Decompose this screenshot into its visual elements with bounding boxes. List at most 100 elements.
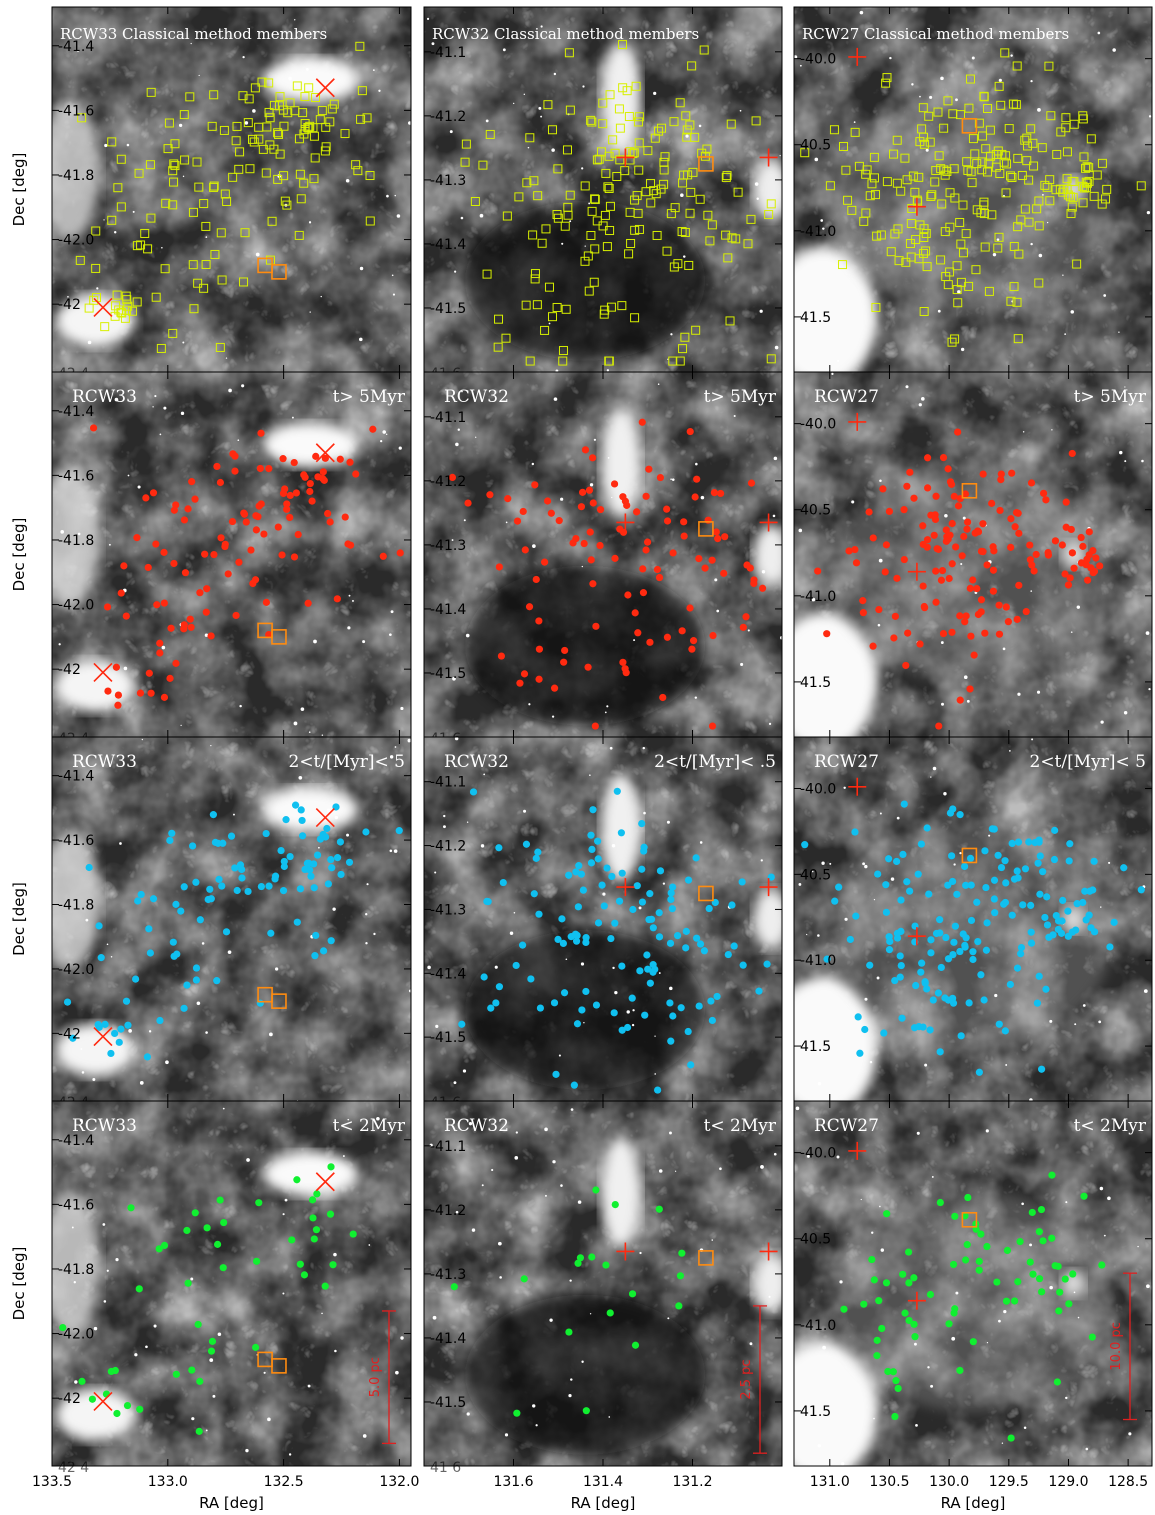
- member-dot: [717, 489, 725, 498]
- ob-star-plus-marker: [848, 777, 867, 796]
- member-square: [294, 230, 304, 240]
- field-star: [971, 56, 975, 60]
- member-dot: [859, 597, 867, 605]
- field-star: [998, 78, 1002, 82]
- field-star: [798, 883, 802, 886]
- y-tick-label: -40.0: [800, 52, 836, 68]
- member-dot: [875, 1297, 883, 1305]
- member-dot: [1085, 911, 1093, 919]
- member-square: [646, 198, 656, 208]
- field-star: [581, 565, 584, 568]
- member-dot: [870, 1276, 878, 1284]
- field-star: [768, 722, 772, 726]
- member-dot: [1110, 918, 1118, 926]
- member-dot: [191, 1209, 199, 1217]
- member-dot: [535, 617, 543, 625]
- member-square: [1007, 173, 1017, 183]
- member-dot: [823, 630, 831, 638]
- ob-star-plus-marker: [848, 1141, 867, 1160]
- y-tick-label: -41.0: [800, 953, 836, 969]
- member-dot: [207, 1347, 216, 1355]
- ob-star-plus-marker: [907, 1291, 926, 1310]
- member-dot: [932, 598, 940, 606]
- member-dot: [910, 1274, 918, 1282]
- member-dot: [851, 828, 859, 836]
- member-dot: [352, 470, 360, 478]
- field-star: [396, 214, 401, 218]
- field-star: [394, 194, 396, 197]
- member-square: [896, 186, 906, 196]
- field-star: [535, 1424, 538, 1427]
- member-dot: [891, 612, 899, 620]
- member-square: [107, 137, 117, 147]
- xray-source-square: [271, 993, 287, 1009]
- field-star: [580, 962, 585, 966]
- member-square: [1078, 111, 1088, 121]
- member-dot: [974, 937, 982, 946]
- member-dot: [896, 973, 904, 981]
- ob-star-plus-marker: [848, 412, 867, 431]
- member-square: [194, 182, 204, 192]
- member-dot: [666, 999, 674, 1007]
- member-square: [867, 179, 877, 189]
- member-dot: [1068, 549, 1076, 557]
- field-star: [916, 1131, 920, 1135]
- member-dot: [742, 613, 750, 621]
- field-star: [959, 852, 962, 855]
- member-dot: [1027, 939, 1036, 947]
- member-dot: [946, 531, 954, 539]
- member-square: [356, 114, 366, 124]
- member-dot: [142, 494, 150, 502]
- field-star: [662, 882, 666, 885]
- field-star: [568, 1394, 572, 1398]
- member-dot: [516, 679, 524, 687]
- field-star: [227, 950, 232, 955]
- member-dot: [882, 541, 891, 549]
- member-dot: [189, 842, 197, 850]
- y-tick-label: -41.5: [430, 1030, 466, 1046]
- field-star: [321, 734, 324, 736]
- field-star: [937, 309, 941, 313]
- member-dot: [469, 788, 478, 796]
- member-square: [630, 313, 640, 323]
- member-square: [751, 116, 761, 126]
- member-dot: [728, 901, 736, 909]
- member-dot: [738, 878, 746, 886]
- member-dot: [608, 872, 616, 881]
- field-star: [81, 1071, 85, 1074]
- member-square: [964, 103, 974, 113]
- member-dot: [1061, 570, 1069, 578]
- member-dot: [1001, 898, 1010, 907]
- field-star: [282, 1213, 285, 1216]
- field-star: [931, 1175, 934, 1178]
- field-star: [463, 519, 466, 522]
- field-star: [879, 812, 882, 815]
- member-dot: [1014, 509, 1022, 517]
- field-star: [106, 943, 109, 946]
- member-dot: [1039, 868, 1047, 876]
- member-square: [936, 255, 946, 265]
- member-square: [610, 148, 620, 158]
- member-square: [127, 306, 137, 316]
- field-star: [873, 899, 876, 901]
- member-square: [586, 231, 596, 241]
- member-square: [939, 123, 949, 133]
- member-square: [220, 189, 230, 199]
- member-dot: [990, 876, 999, 884]
- field-star: [873, 1417, 875, 1420]
- field-star: [1128, 1432, 1132, 1436]
- member-square: [926, 191, 936, 201]
- member-dot: [982, 946, 991, 954]
- member-dot: [1010, 875, 1019, 883]
- member-dot: [885, 946, 894, 954]
- member-dot: [677, 1004, 685, 1012]
- member-square: [838, 260, 848, 270]
- member-dot: [1014, 838, 1023, 846]
- member-square: [980, 242, 990, 252]
- member-dot: [584, 663, 592, 671]
- member-dot: [919, 540, 927, 549]
- member-square: [362, 113, 372, 123]
- member-dot: [1043, 893, 1051, 901]
- member-dot: [1061, 1275, 1069, 1283]
- member-dot: [882, 1279, 891, 1287]
